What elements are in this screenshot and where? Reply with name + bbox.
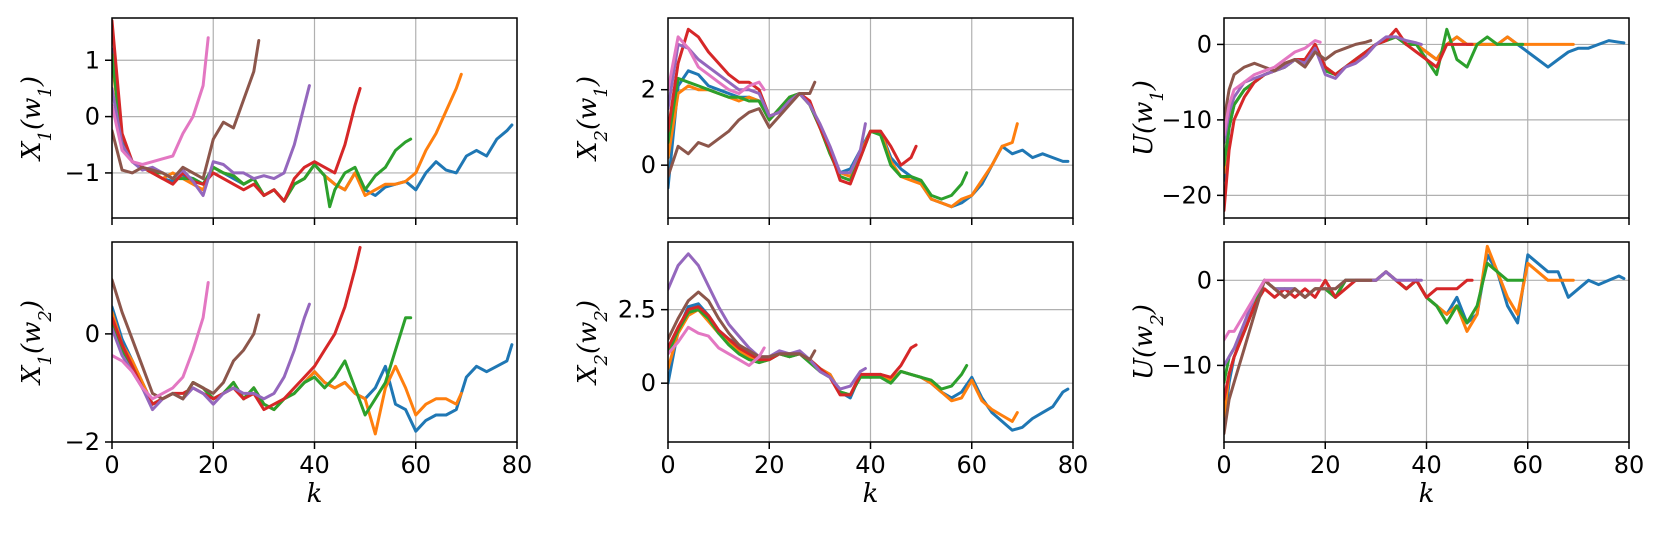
series-line-2: [1224, 35, 1575, 175]
y-tick-label: 1: [85, 46, 100, 74]
series-line-4: [112, 19, 362, 203]
series-line-4: [668, 305, 918, 397]
x-tick-label: 40: [855, 451, 886, 479]
x-axis-label: k: [1419, 479, 1435, 509]
x-tick-label: 20: [754, 451, 785, 479]
subplot-2: 0 2 X2(w1): [573, 17, 1074, 225]
subplot-5: 0 20 40 60 80 0 2.5X2(w2) k: [573, 241, 1089, 509]
x-tick-label: 40: [1411, 451, 1442, 479]
x-axis-label: k: [863, 479, 879, 509]
y-tick-label: 2.5: [618, 296, 656, 324]
x-tick-label: 40: [299, 451, 330, 479]
series-group: [1224, 244, 1626, 435]
x-tick-label: 80: [502, 451, 533, 479]
series-line-6: [112, 39, 261, 181]
series-line-5: [112, 302, 311, 412]
y-tick-label: 0: [641, 369, 656, 397]
x-axis-label: k: [307, 479, 323, 509]
series-line-3: [1224, 27, 1525, 167]
series-line-7: [112, 281, 210, 401]
x-tick-label: 0: [660, 451, 675, 479]
series-line-5: [1224, 35, 1423, 144]
y-axis-label: X1(w2): [17, 300, 56, 386]
x-tick-label: 20: [198, 451, 229, 479]
y-axis-label: X2(w2): [573, 300, 612, 386]
subplot-1: −1 0 1 X1(w1): [17, 17, 518, 225]
series-line-6: [668, 290, 817, 362]
series-line-4: [668, 27, 918, 186]
y-tick-label: −20: [1161, 181, 1212, 209]
series-line-2: [1224, 244, 1575, 418]
y-axis-label: U(w2): [1129, 304, 1168, 380]
y-axis-label: X2(w1): [573, 76, 612, 162]
series-line-5: [668, 42, 867, 175]
series-line-6: [1224, 278, 1373, 435]
x-tick-label: 0: [104, 451, 119, 479]
series-line-6: [1224, 39, 1373, 122]
series-line-5: [112, 84, 311, 197]
series-line-7: [668, 325, 766, 367]
series-line-4: [112, 245, 362, 412]
series-line-5: [668, 252, 867, 391]
series-line-7: [112, 36, 210, 166]
y-tick-label: 0: [641, 151, 656, 179]
y-tick-label: −2: [65, 428, 100, 456]
series-line-7: [668, 35, 766, 95]
series-line-2: [668, 84, 1019, 209]
x-tick-label: 0: [1216, 451, 1231, 479]
subplot-6: 0 20 40 60 80 −10 0 U(w2) k: [1129, 241, 1645, 509]
y-tick-label: −10: [1161, 351, 1212, 379]
x-tick-label: 60: [400, 451, 431, 479]
series-group: [112, 19, 514, 209]
y-axis-label: X1(w1): [17, 76, 56, 162]
x-tick-label: 60: [1512, 451, 1543, 479]
series-group: [112, 245, 514, 436]
series-group: [668, 27, 1070, 209]
series-line-3: [668, 76, 969, 201]
y-tick-label: 0: [1197, 30, 1212, 58]
x-tick-label: 80: [1614, 451, 1645, 479]
y-tick-label: −1: [65, 159, 100, 187]
x-tick-label: 80: [1058, 451, 1089, 479]
y-tick-label: 2: [641, 76, 656, 104]
series-line-2: [668, 308, 1019, 423]
series-line-6: [112, 278, 261, 401]
y-tick-label: −10: [1161, 106, 1212, 134]
series-line-3: [112, 53, 413, 209]
y-tick-label: 0: [1197, 266, 1212, 294]
series-group: [1224, 27, 1626, 212]
series-line-7: [1224, 39, 1322, 137]
series-line-7: [1224, 278, 1322, 342]
y-axis-label: U(w1): [1129, 80, 1168, 156]
subplot-3: −20 −10 0 U(w1): [1129, 17, 1630, 225]
series-group: [668, 252, 1070, 432]
y-tick-label: 0: [85, 103, 100, 131]
y-tick-label: 0: [85, 320, 100, 348]
x-tick-label: 20: [1310, 451, 1341, 479]
x-tick-label: 60: [956, 451, 987, 479]
series-line-6: [668, 80, 817, 178]
